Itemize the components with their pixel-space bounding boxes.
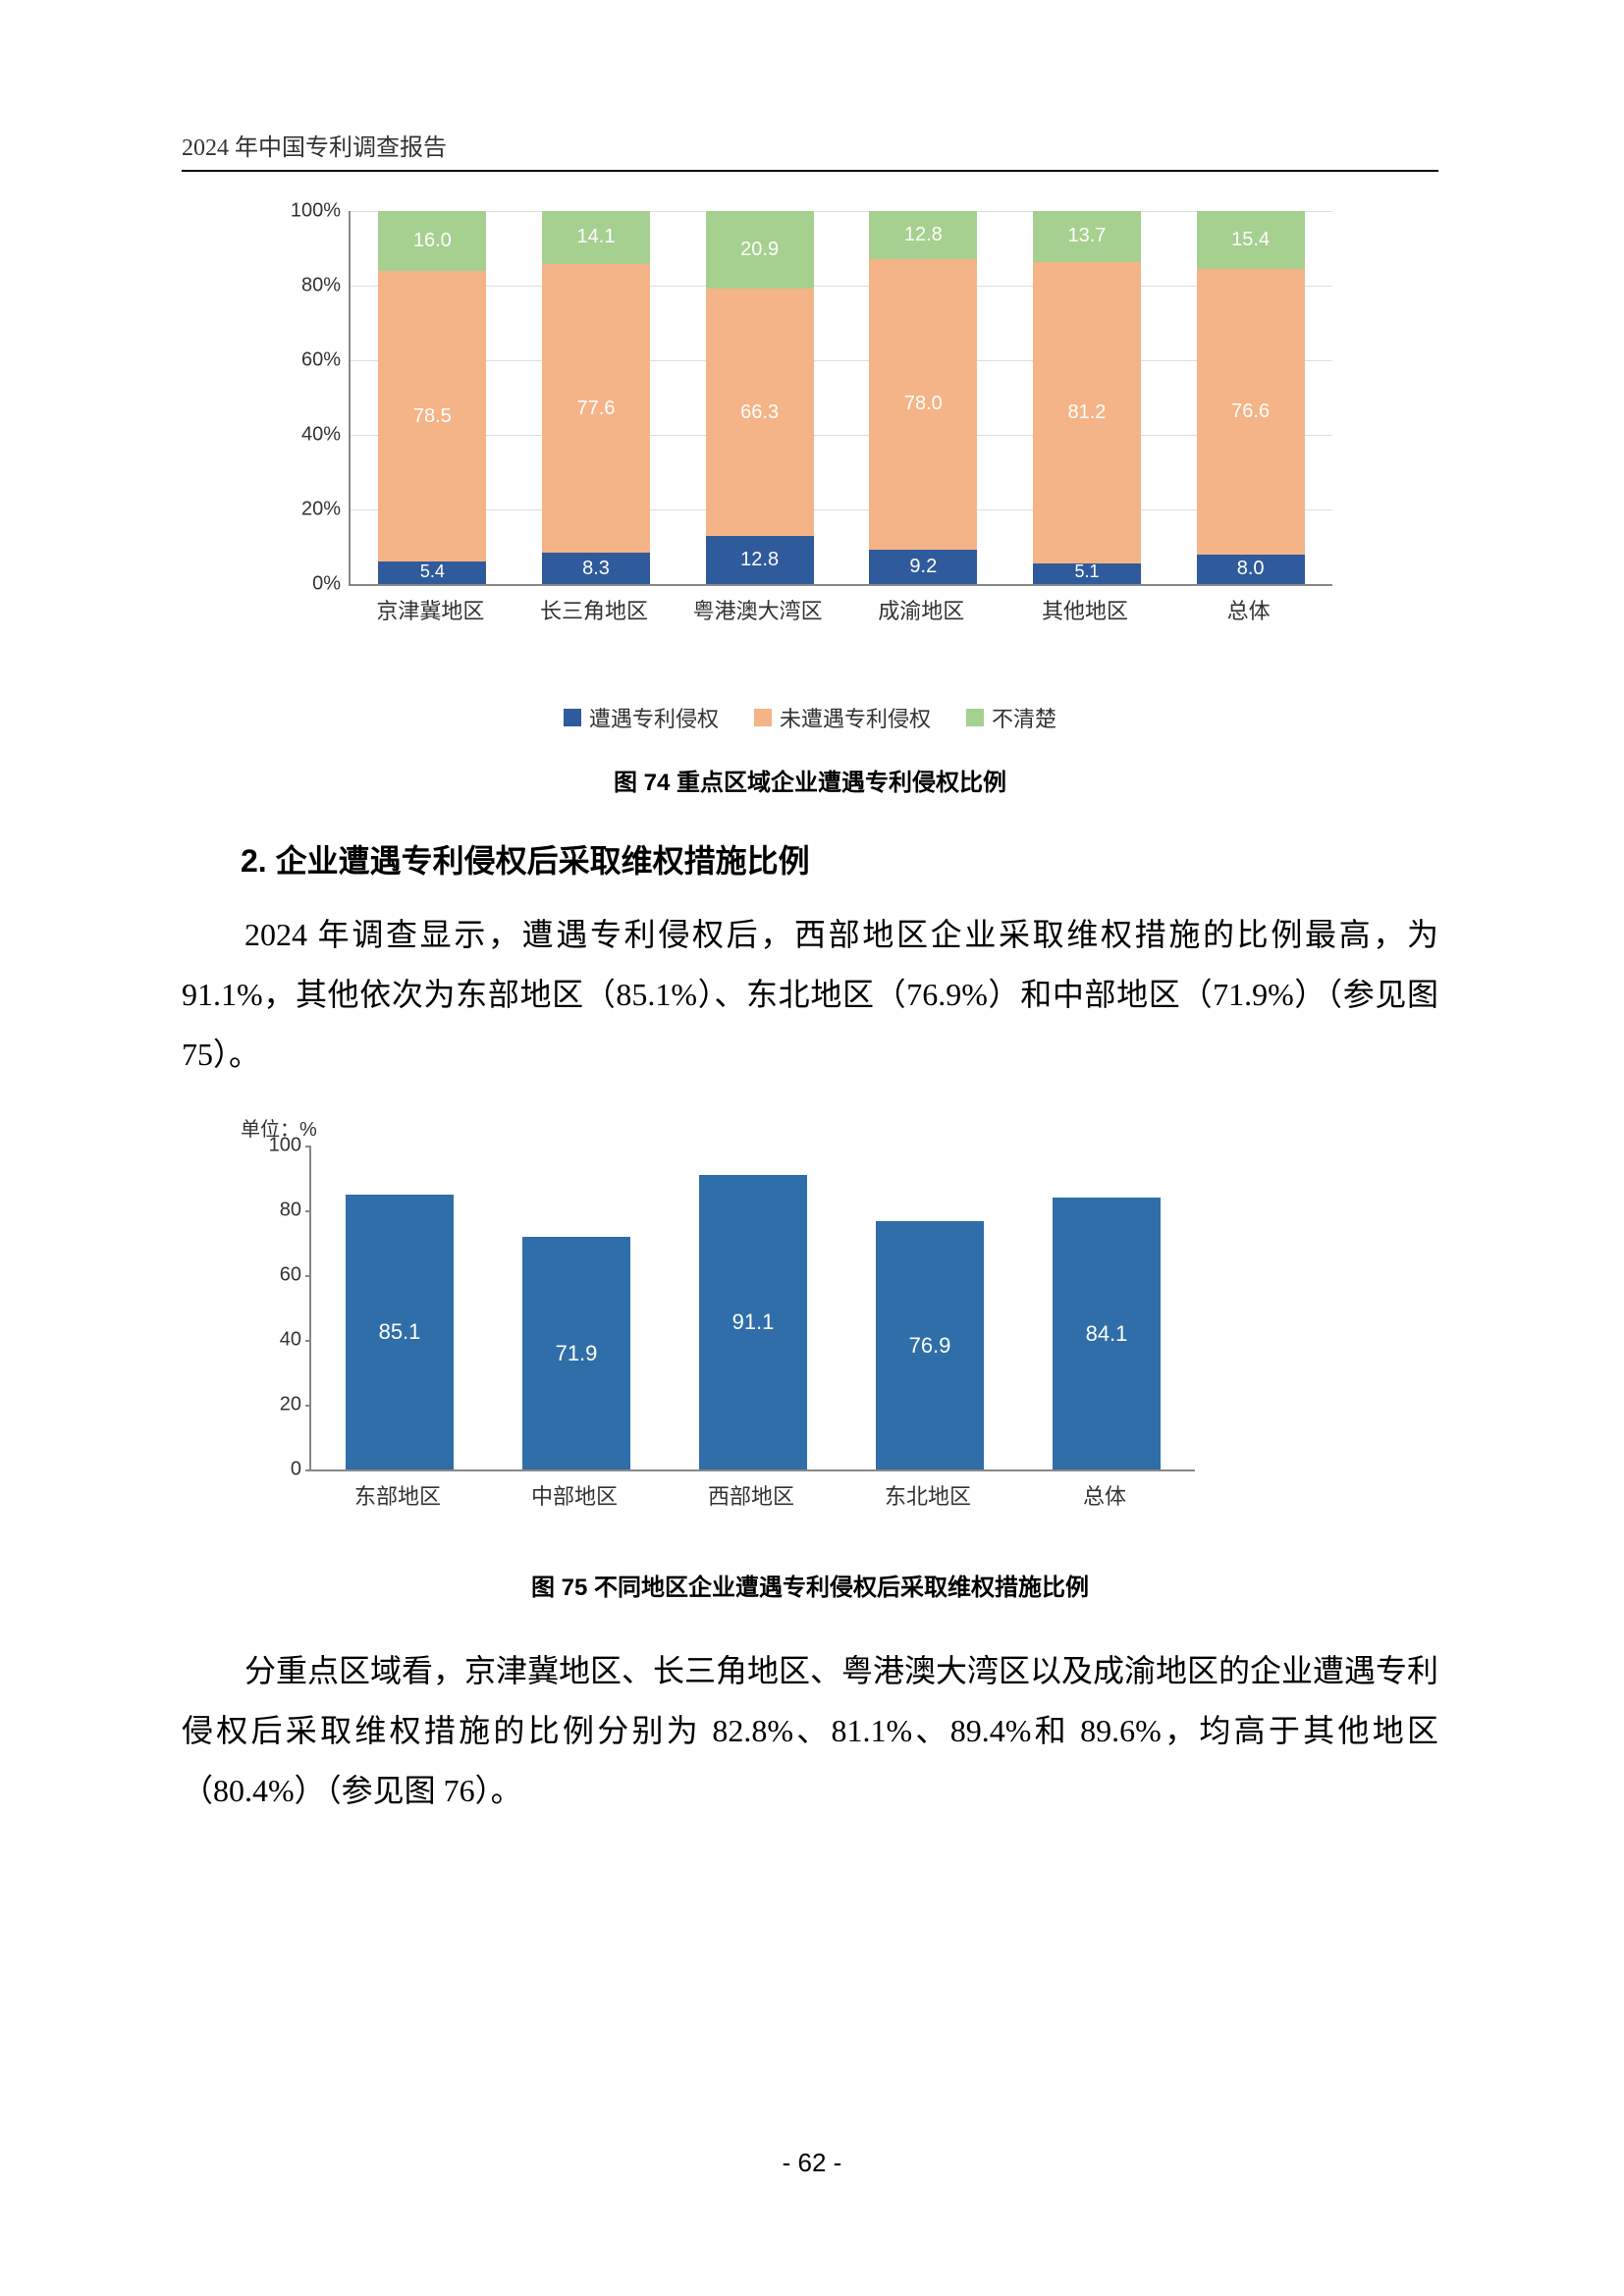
chart-74-ytick: 80% bbox=[282, 275, 341, 297]
legend-swatch-icon bbox=[754, 709, 772, 726]
chart-75-xlabel: 东北地区 bbox=[844, 1479, 1011, 1511]
chart-75-bar: 91.1 bbox=[699, 1175, 807, 1470]
chart-74-xlabel: 其他地区 bbox=[1006, 594, 1164, 625]
section-2-para-1: 2024 年调查显示，遭遇专利侵权后，西部地区企业采取维权措施的比例最高，为 9… bbox=[182, 905, 1438, 1084]
chart-74-xlabel: 京津冀地区 bbox=[352, 594, 509, 625]
chart-75-bar: 71.9 bbox=[522, 1237, 630, 1469]
chart-74-bar: 12.866.320.9 bbox=[706, 211, 814, 584]
chart-74-legend-item: 遭遇专利侵权 bbox=[564, 702, 719, 733]
legend-label: 不清楚 bbox=[992, 702, 1056, 733]
chart-74-segment: 9.2 bbox=[869, 550, 977, 584]
legend-label: 未遭遇专利侵权 bbox=[780, 702, 931, 733]
chart-74-segment: 78.0 bbox=[869, 259, 977, 550]
chart-74-segment: 16.0 bbox=[378, 211, 486, 271]
legend-swatch-icon bbox=[564, 709, 581, 726]
chart-74: 0%20%40%60%80%100%5.478.516.08.377.614.1… bbox=[182, 211, 1438, 797]
chart-75-unit: 单位：% bbox=[241, 1113, 1438, 1142]
chart-74-segment: 12.8 bbox=[706, 536, 814, 584]
chart-74-bar: 8.377.614.1 bbox=[542, 211, 650, 584]
chart-74-segment: 14.1 bbox=[542, 211, 650, 264]
chart-74-segment: 20.9 bbox=[706, 211, 814, 289]
chart-75-bar: 76.9 bbox=[876, 1221, 984, 1470]
chart-75-xlabel: 中部地区 bbox=[491, 1479, 658, 1511]
chart-74-segment: 5.1 bbox=[1033, 563, 1141, 584]
chart-74-segment: 8.0 bbox=[1197, 555, 1305, 584]
chart-74-legend-item: 未遭遇专利侵权 bbox=[754, 702, 931, 733]
chart-75-ytick: 80 bbox=[252, 1200, 301, 1222]
chart-75-xlabel: 西部地区 bbox=[668, 1479, 835, 1511]
chart-74-segment: 13.7 bbox=[1033, 211, 1141, 262]
chart-74-segment: 66.3 bbox=[706, 289, 814, 536]
chart-74-bar: 8.076.615.4 bbox=[1197, 211, 1305, 584]
chart-74-ytick: 60% bbox=[282, 349, 341, 372]
chart-74-segment: 12.8 bbox=[869, 211, 977, 259]
chart-74-xlabel: 总体 bbox=[1170, 594, 1327, 625]
chart-74-segment: 15.4 bbox=[1197, 211, 1305, 269]
chart-74-xlabel: 粤港澳大湾区 bbox=[679, 594, 837, 625]
chart-75-caption: 图 75 不同地区企业遭遇专利侵权后采取维权措施比例 bbox=[182, 1568, 1438, 1602]
chart-75-ytick: 100 bbox=[252, 1135, 301, 1157]
chart-75-xlabel: 东部地区 bbox=[314, 1479, 481, 1511]
chart-75: 02040608010085.171.991.176.984.1 东部地区中部地… bbox=[182, 1146, 1438, 1602]
legend-swatch-icon bbox=[966, 709, 984, 726]
running-header: 2024 年中国专利调查报告 bbox=[182, 128, 1438, 162]
chart-75-bar: 84.1 bbox=[1053, 1198, 1161, 1470]
chart-75-ytick: 60 bbox=[252, 1264, 301, 1287]
chart-74-segment: 5.4 bbox=[378, 561, 486, 584]
chart-74-segment: 78.5 bbox=[378, 271, 486, 562]
chart-74-xlabel: 成渝地区 bbox=[842, 594, 1000, 625]
chart-74-bar: 9.278.012.8 bbox=[869, 211, 977, 584]
chart-74-ytick: 20% bbox=[282, 499, 341, 521]
legend-label: 遭遇专利侵权 bbox=[589, 702, 719, 733]
chart-74-caption: 图 74 重点区域企业遭遇专利侵权比例 bbox=[182, 763, 1438, 797]
page-number: - 62 - bbox=[0, 2148, 1624, 2178]
chart-74-segment: 8.3 bbox=[542, 553, 650, 584]
chart-74-xlabel: 长三角地区 bbox=[515, 594, 673, 625]
chart-75-ytick: 0 bbox=[252, 1459, 301, 1481]
chart-74-bar: 5.181.213.7 bbox=[1033, 211, 1141, 584]
chart-75-xlabel: 总体 bbox=[1021, 1479, 1188, 1511]
chart-74-ytick: 40% bbox=[282, 424, 341, 447]
chart-74-bar: 5.478.516.0 bbox=[378, 211, 486, 584]
section-2-para-2: 分重点区域看，京津冀地区、长三角地区、粤港澳大湾区以及成渝地区的企业遭遇专利侵权… bbox=[182, 1641, 1438, 1820]
chart-75-ytick: 20 bbox=[252, 1394, 301, 1416]
chart-75-bar: 85.1 bbox=[346, 1195, 454, 1470]
section-2-heading: 2. 企业遭遇专利侵权后采取维权措施比例 bbox=[241, 836, 1438, 881]
chart-74-segment: 81.2 bbox=[1033, 262, 1141, 563]
chart-74-ytick: 0% bbox=[282, 573, 341, 596]
chart-75-ytick: 40 bbox=[252, 1329, 301, 1352]
chart-74-ytick: 100% bbox=[282, 200, 341, 223]
chart-74-legend-item: 不清楚 bbox=[966, 702, 1056, 733]
header-rule bbox=[182, 170, 1438, 172]
chart-74-segment: 77.6 bbox=[542, 264, 650, 554]
chart-74-segment: 76.6 bbox=[1197, 269, 1305, 555]
